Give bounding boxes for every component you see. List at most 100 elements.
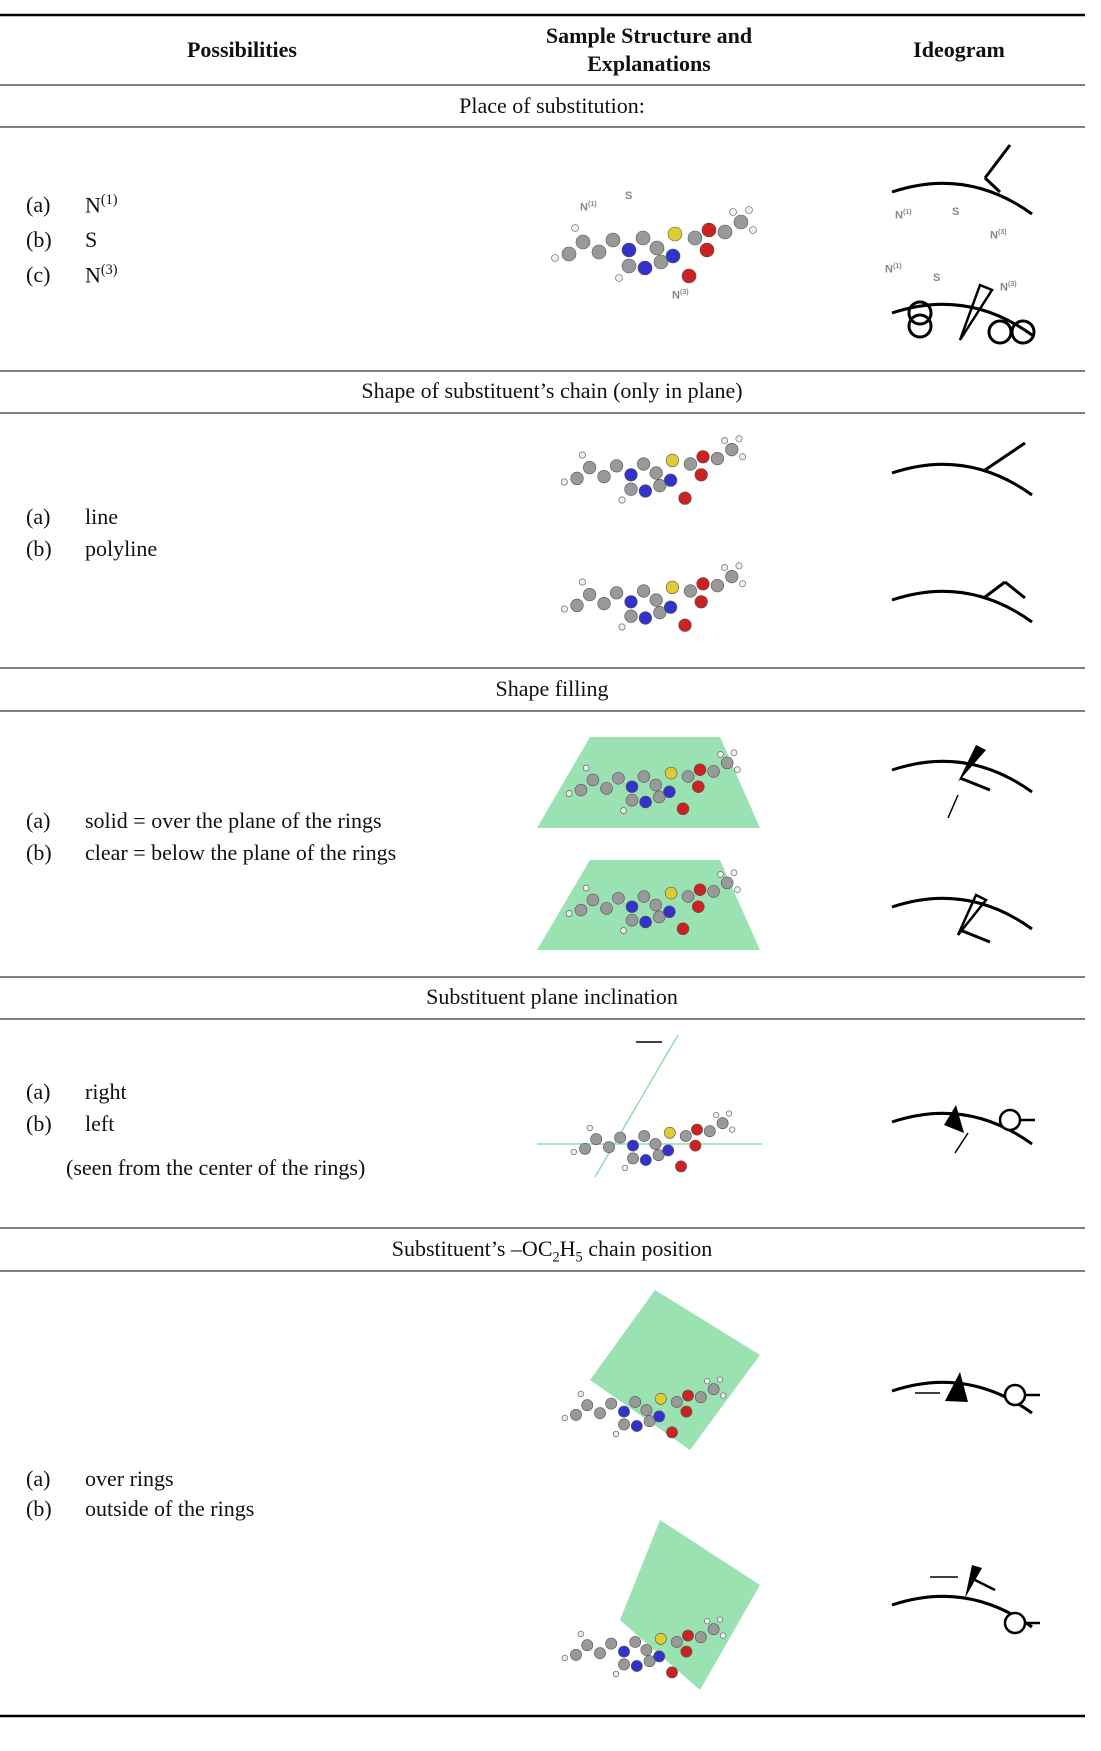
atom	[710, 578, 725, 593]
superscript: (1)	[902, 208, 912, 216]
atom	[618, 623, 626, 631]
atom	[578, 451, 586, 459]
atom	[716, 1616, 724, 1623]
note: (seen from the center of the rings)	[66, 1155, 366, 1180]
atom	[637, 890, 651, 903]
atom	[694, 1631, 707, 1644]
item-label: (b)	[26, 227, 52, 252]
atom	[696, 577, 710, 591]
text: Substituent’s –OC	[391, 1236, 553, 1261]
ideogram-line	[1004, 580, 1026, 600]
note: (seen from the center of the rings)	[66, 1155, 365, 1181]
text: S	[952, 206, 960, 218]
ideogram-line	[959, 776, 991, 792]
atom	[636, 457, 651, 471]
atom	[666, 1426, 678, 1439]
atom	[729, 208, 737, 216]
atom	[637, 260, 653, 276]
atom	[681, 770, 695, 783]
atom	[630, 1420, 643, 1432]
atom	[614, 1131, 627, 1144]
atom	[605, 232, 621, 248]
atom	[725, 1110, 733, 1117]
atom	[716, 1376, 724, 1383]
item-label: (a)	[26, 808, 50, 834]
ring-mark	[987, 319, 1013, 345]
atom	[586, 773, 600, 787]
atom	[570, 471, 584, 486]
item-text: left	[85, 1111, 114, 1137]
text: chain position	[582, 1236, 713, 1261]
atom	[565, 790, 573, 797]
atom	[565, 910, 573, 917]
atom	[682, 1389, 694, 1402]
atom	[590, 1133, 603, 1146]
text: N	[580, 201, 588, 214]
atom	[749, 226, 757, 234]
atom	[618, 1645, 630, 1658]
atom	[582, 764, 590, 772]
atom	[561, 1654, 568, 1662]
subscript: 5	[575, 1249, 583, 1266]
atom	[681, 890, 695, 903]
atom	[663, 905, 676, 919]
atom	[639, 795, 652, 809]
atom	[654, 1632, 667, 1645]
figure-label: N(3)	[672, 288, 689, 302]
item-text: S	[85, 227, 97, 253]
atom	[643, 1415, 656, 1428]
text: left	[85, 1111, 115, 1136]
ideogram-arc	[891, 759, 1033, 794]
atom	[730, 869, 738, 876]
atom	[638, 484, 653, 498]
atom	[625, 914, 639, 927]
superscript: (3)	[997, 228, 1007, 236]
atom	[615, 274, 623, 282]
atom	[635, 230, 651, 246]
atom	[667, 226, 683, 242]
atom	[670, 1396, 683, 1408]
atom	[703, 1125, 716, 1138]
item-label: (a)	[26, 504, 50, 530]
ring-mark	[907, 313, 933, 339]
atom	[577, 1390, 584, 1398]
atom	[694, 468, 708, 482]
ideogram-line	[954, 1132, 969, 1154]
atom	[649, 466, 663, 480]
header-text: Sample Structure and Explanations	[545, 23, 753, 76]
text: right	[85, 1079, 127, 1104]
atom	[625, 794, 639, 807]
atom	[704, 1618, 711, 1625]
atom	[664, 886, 678, 900]
item-text: right	[85, 1079, 127, 1105]
atom	[581, 1399, 594, 1412]
column-header: Sample Structure and Explanations	[509, 22, 789, 78]
item-label: (a)	[26, 504, 51, 529]
atom	[725, 443, 739, 457]
atom	[721, 437, 729, 445]
atom	[653, 1410, 666, 1423]
superscript: (3)	[100, 262, 118, 278]
atom	[581, 1639, 594, 1652]
atom	[720, 756, 734, 770]
figure-label: S	[952, 206, 959, 218]
item-text: outside of the rings	[85, 1496, 254, 1522]
atom	[707, 1383, 720, 1396]
atom	[693, 763, 707, 776]
atom	[680, 1645, 693, 1658]
ideogram-line	[984, 441, 1026, 472]
text: N	[672, 289, 680, 302]
superscript: (1)	[892, 262, 902, 270]
atom	[586, 893, 600, 907]
atom	[745, 206, 753, 214]
atom	[720, 1392, 727, 1399]
superscript: (3)	[679, 288, 689, 296]
atom	[665, 453, 680, 468]
column-header: Possibilities	[92, 36, 392, 64]
ring-mark	[1010, 319, 1036, 345]
wedge	[965, 1565, 982, 1598]
text: N	[1000, 281, 1008, 294]
superscript: (1)	[100, 192, 118, 208]
wedge	[944, 1105, 964, 1133]
ring-mark	[998, 1108, 1022, 1132]
